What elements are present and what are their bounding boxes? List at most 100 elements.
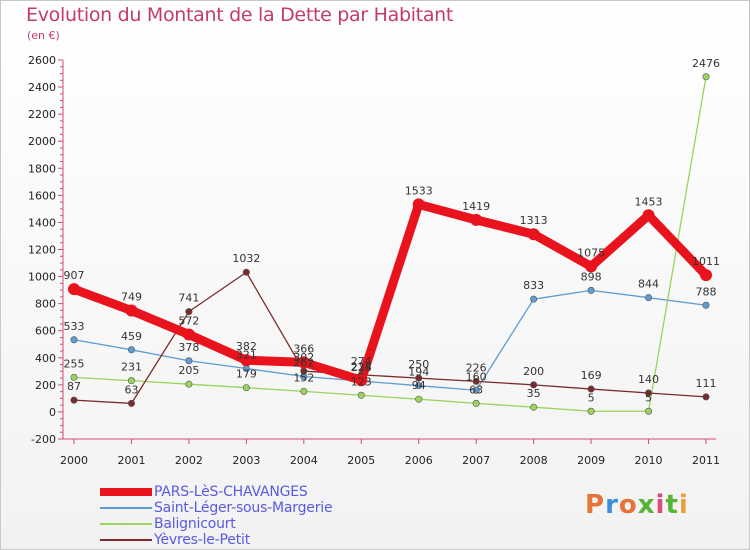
chart-subtitle: (en €) (27, 29, 60, 42)
y-tick-label: 1400 (28, 216, 56, 229)
y-tick-label: 800 (35, 298, 56, 311)
data-label: 152 (293, 371, 314, 384)
data-label: 788 (696, 285, 717, 298)
data-point (70, 336, 78, 344)
data-label: 205 (178, 364, 199, 377)
y-tick-label: 1200 (28, 244, 56, 257)
data-point (645, 389, 653, 397)
data-label: 140 (638, 373, 659, 386)
data-point (587, 407, 595, 415)
data-point (125, 304, 138, 317)
legend-swatch (100, 507, 152, 509)
legend-swatch (100, 523, 152, 525)
x-tick-label: 2000 (60, 454, 88, 467)
data-label: 111 (696, 377, 717, 390)
y-tick-label: 1000 (28, 271, 56, 284)
data-label: 1533 (405, 184, 433, 197)
y-tick-label: 2600 (28, 54, 56, 67)
data-point (240, 354, 253, 367)
data-point (527, 228, 540, 241)
x-tick-label: 2005 (347, 454, 375, 467)
data-label: 194 (408, 366, 429, 379)
data-label: 5 (588, 391, 595, 404)
x-tick-label: 2009 (577, 454, 605, 467)
data-point (127, 377, 135, 385)
data-label: 169 (581, 369, 602, 382)
legend-item: Yèvres-le-Petit (100, 532, 332, 548)
data-label: 459 (121, 330, 142, 343)
data-label: 226 (466, 361, 487, 374)
data-label: 749 (121, 291, 142, 304)
legend-label: Balignicourt (154, 516, 236, 532)
data-label: 231 (121, 361, 142, 374)
data-label: 179 (236, 368, 257, 381)
y-tick-label: 1600 (28, 189, 56, 202)
data-point (642, 209, 655, 222)
data-label: 366 (293, 342, 314, 355)
data-point (242, 384, 250, 392)
data-point (127, 399, 135, 407)
data-label: 2476 (692, 57, 720, 70)
data-point (702, 393, 710, 401)
data-label: 35 (527, 387, 541, 400)
y-tick-label: 200 (35, 379, 56, 392)
data-point (415, 374, 423, 382)
x-tick-label: 2001 (117, 454, 145, 467)
data-label: 63 (469, 383, 483, 396)
data-point (585, 260, 598, 273)
data-label: 844 (638, 278, 659, 291)
data-label: 228 (351, 361, 372, 374)
data-point (182, 328, 195, 341)
series-line (73, 76, 707, 412)
data-point (355, 374, 368, 387)
data-label: 200 (523, 365, 544, 378)
x-tick-label: 2002 (175, 454, 203, 467)
data-point (297, 356, 310, 369)
data-point (472, 399, 480, 407)
chart-legend: PARS-LèS-CHAVANGES Saint-Léger-sous-Marge… (100, 484, 333, 548)
legend-item: Balignicourt (100, 516, 332, 532)
legend-label: Yèvres-le-Petit (154, 532, 250, 548)
data-label: 94 (412, 379, 426, 392)
data-point (70, 396, 78, 404)
data-point (70, 373, 78, 381)
logo-letter: P (585, 490, 606, 520)
data-label: 321 (236, 348, 257, 361)
data-label: 833 (523, 279, 544, 292)
data-label: 87 (67, 380, 81, 393)
legend-item: Saint-Léger-sous-Margerie (100, 500, 333, 516)
data-point (530, 381, 538, 389)
data-point (530, 295, 538, 303)
data-point (68, 283, 80, 296)
data-label: 1075 (577, 246, 605, 259)
y-tick-label: 0 (49, 406, 56, 419)
data-label: 1032 (232, 252, 260, 265)
y-tick-label: 600 (35, 325, 56, 338)
data-label: 898 (581, 270, 602, 283)
data-point (412, 198, 425, 211)
data-label: 274 (351, 355, 372, 368)
data-point (472, 386, 480, 394)
data-label: 123 (351, 375, 372, 388)
logo-letter: i (655, 490, 666, 520)
x-tick-label: 2004 (290, 454, 318, 467)
data-point (530, 403, 538, 411)
data-point (185, 380, 193, 388)
logo-letter: i (678, 490, 689, 520)
y-tick-label: 2400 (28, 81, 56, 94)
data-label: 533 (64, 320, 85, 333)
data-point (645, 407, 653, 415)
data-point (702, 301, 710, 309)
data-point (587, 385, 595, 393)
y-tick-label: 2000 (28, 135, 56, 148)
data-label: 1011 (692, 255, 720, 268)
logo-letter: r (605, 490, 619, 520)
data-label: 255 (64, 357, 85, 370)
data-label: 234 (351, 360, 372, 373)
x-tick-label: 2011 (692, 454, 720, 467)
data-label: 262 (293, 356, 314, 369)
y-tick-label: 400 (35, 352, 56, 365)
series-line (73, 289, 707, 391)
data-point (587, 286, 595, 294)
